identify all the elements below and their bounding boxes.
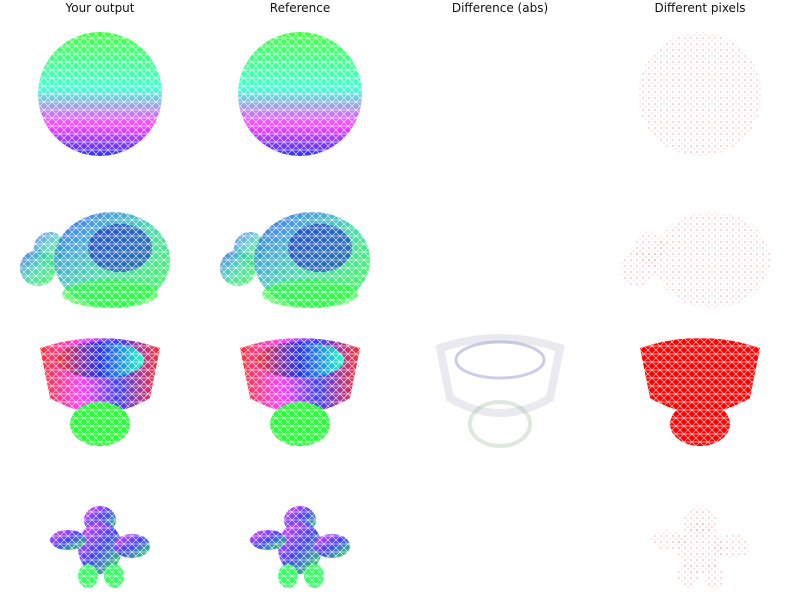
difference-sphere-render <box>400 18 600 166</box>
reference-armadillo-render <box>246 506 354 592</box>
cell-difference-armadillo <box>400 468 600 616</box>
cell-output-monkey <box>0 168 200 316</box>
cell-reference-sphere <box>200 18 400 166</box>
cell-reference-armadillo <box>200 468 400 616</box>
reference-bowl-render <box>236 334 364 450</box>
cell-output-bowl <box>0 318 200 466</box>
diffpixels-monkey-render <box>620 212 770 308</box>
comparison-grid <box>0 18 800 612</box>
difference-armadillo-render <box>400 468 600 616</box>
diffpixels-sphere-render <box>638 32 762 156</box>
reference-sphere-render <box>238 32 362 156</box>
output-monkey-render <box>20 208 180 313</box>
output-sphere-render <box>38 32 162 156</box>
column-title-different-pixels: Different pixels <box>654 1 746 15</box>
cell-diffpixels-bowl <box>600 318 800 466</box>
cell-reference-bowl <box>200 318 400 466</box>
cell-diffpixels-armadillo <box>600 468 800 616</box>
difference-monkey-render <box>400 168 600 316</box>
column-header-row: Your output Reference Difference (abs) D… <box>0 0 800 18</box>
column-title-your-output: Your output <box>65 1 135 15</box>
output-armadillo-render <box>46 506 154 592</box>
difference-bowl-render <box>435 334 565 448</box>
cell-output-sphere <box>0 18 200 166</box>
cell-difference-bowl <box>400 318 600 466</box>
diffpixels-bowl-render <box>636 334 764 450</box>
cell-reference-monkey <box>200 168 400 316</box>
cell-output-armadillo <box>0 468 200 616</box>
cell-difference-monkey <box>400 168 600 316</box>
diffpixels-armadillo-render <box>650 506 750 588</box>
column-title-difference: Difference (abs) <box>451 1 549 15</box>
cell-diffpixels-monkey <box>600 168 800 316</box>
cell-diffpixels-sphere <box>600 18 800 166</box>
reference-monkey-render <box>220 208 380 313</box>
cell-difference-sphere <box>400 18 600 166</box>
output-bowl-render <box>36 334 164 450</box>
column-title-reference: Reference <box>269 1 331 15</box>
